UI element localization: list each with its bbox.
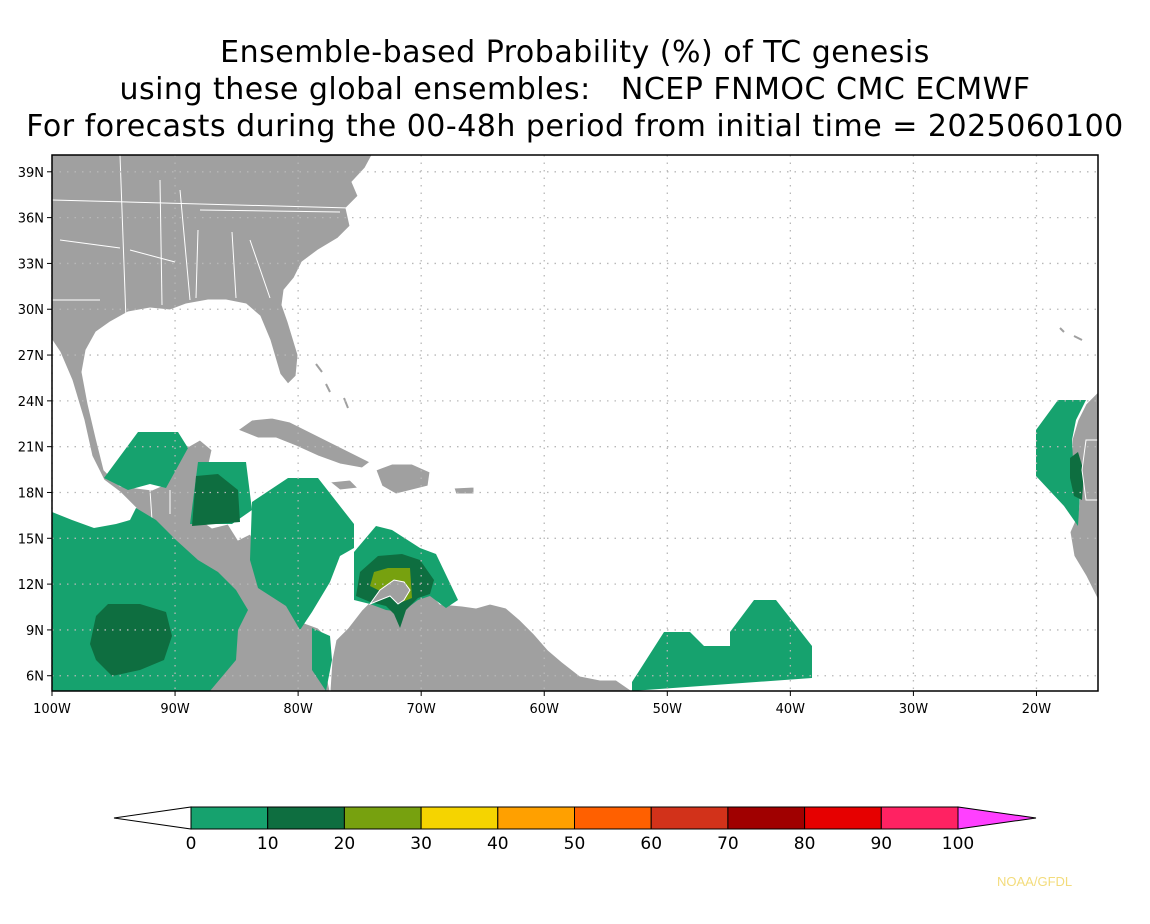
lat-tick-label: 9N	[26, 624, 44, 639]
prob-area-africa-core	[1070, 452, 1084, 500]
colorbar-under-triangle	[113, 806, 192, 830]
colorbar-bin	[267, 806, 345, 830]
lon-tick-label: 20W	[1022, 702, 1052, 717]
axis-ticks: 39N 36N 33N 30N 27N 24N 21N 18N 15N 12N 9N 6N 100W 90…	[18, 166, 1052, 717]
guajira-land	[368, 579, 411, 606]
prob-area-pacific-core	[90, 604, 172, 676]
colorbar-label: 70	[717, 834, 739, 854]
colorbar-bin	[190, 806, 269, 830]
colorbar-bin	[343, 806, 422, 830]
land-overlay	[368, 439, 1099, 606]
prob-area-gulf-of-honduras	[104, 432, 188, 490]
colorbar-label: 10	[257, 834, 279, 854]
jamaica-land	[328, 479, 360, 491]
lon-tick-label: 70W	[406, 702, 436, 717]
colorbar-bin	[804, 806, 882, 830]
lon-tick-label: 40W	[776, 702, 806, 717]
bahamas-land	[315, 363, 349, 409]
cuba-land	[236, 417, 371, 469]
lat-tick-label: 36N	[18, 212, 44, 227]
lat-tick-label: 18N	[18, 486, 44, 501]
colorbar-bin	[420, 806, 499, 830]
lat-tick-label: 33N	[18, 257, 44, 272]
colorbar-label: 0	[186, 834, 197, 854]
lon-tick-label: 50W	[653, 702, 683, 717]
colorbar-label: 20	[334, 834, 356, 854]
credit-label: NOAA/GFDL	[997, 874, 1073, 889]
prob-area-west-africa	[1036, 400, 1086, 526]
colorbar-label: 80	[794, 834, 816, 854]
lat-tick-label: 24N	[18, 395, 44, 410]
colorbar-label: 40	[487, 834, 509, 854]
lat-tick-label: 6N	[26, 670, 44, 685]
colorbar: 0 10 20 30 40 50 60 70 80 90 100	[113, 806, 1037, 854]
prob-area-western-caribbean	[250, 478, 354, 630]
puerto-rico-land	[453, 486, 475, 495]
colorbar-bin	[650, 806, 729, 830]
lon-tick-label: 60W	[530, 702, 560, 717]
lon-tick-label: 90W	[160, 702, 190, 717]
prob-area-central-atlantic	[632, 600, 812, 691]
colorbar-label: 60	[640, 834, 662, 854]
map-frame	[51, 154, 1099, 692]
title-line-1: Ensemble-based Probability (%) of TC gen…	[220, 35, 930, 70]
lon-tick-label: 80W	[283, 702, 313, 717]
prob-area-yucatan-core	[192, 474, 240, 526]
lat-tick-label: 30N	[18, 303, 44, 318]
canary-islands-land	[1059, 327, 1083, 341]
colorbar-label: 90	[870, 834, 892, 854]
colorbar-over-triangle	[957, 806, 1037, 830]
colorbar-bin	[727, 806, 806, 830]
colorbar-label: 50	[564, 834, 586, 854]
africa-coast-land	[1081, 439, 1099, 501]
lat-tick-label: 21N	[18, 441, 44, 456]
lon-tick-label: 30W	[899, 702, 929, 717]
lat-tick-label: 12N	[18, 578, 44, 593]
state-borders	[51, 154, 351, 521]
colorbar-bin	[574, 806, 652, 830]
prob-area-panama	[312, 628, 332, 691]
lon-tick-label: 100W	[33, 702, 71, 717]
title-line-3: For forecasts during the 00-48h period f…	[26, 109, 1124, 144]
lat-tick-label: 15N	[18, 532, 44, 547]
colorbar-bin	[880, 806, 959, 830]
lat-tick-label: 27N	[18, 349, 44, 364]
title-line-2: using these global ensembles: NCEP FNMOC…	[119, 72, 1031, 107]
colorbar-label: 30	[410, 834, 432, 854]
lat-tick-label: 39N	[18, 166, 44, 181]
colorbar-bin	[497, 806, 575, 830]
colorbar-label: 100	[942, 834, 974, 854]
hispaniola-land	[375, 463, 431, 495]
